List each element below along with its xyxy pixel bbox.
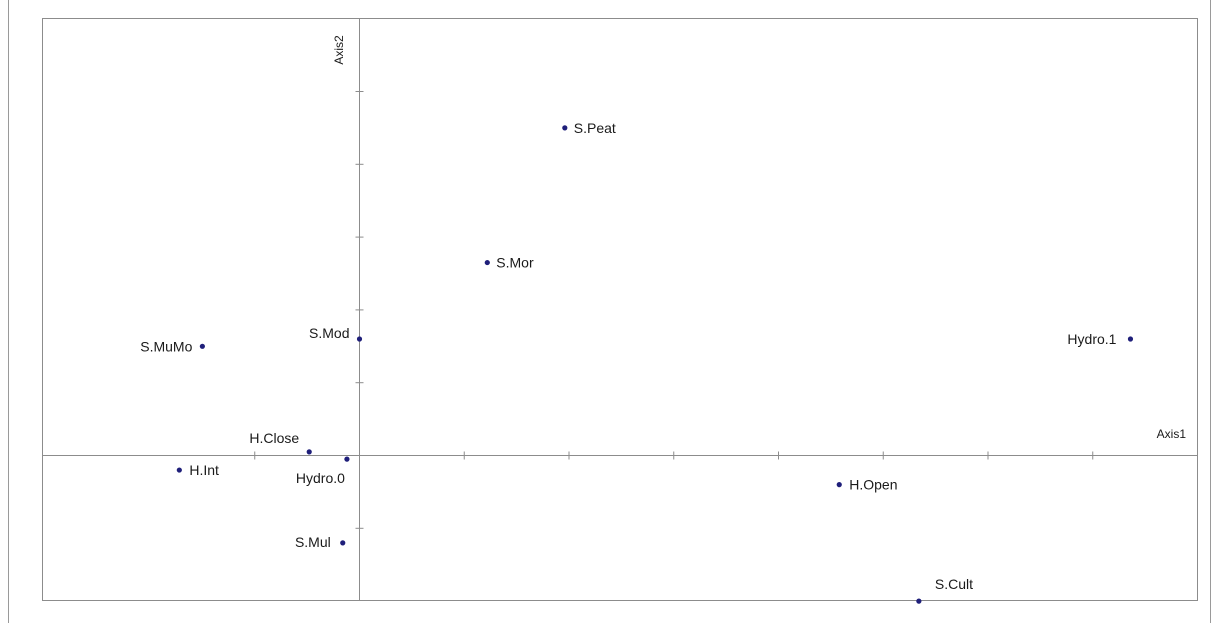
data-point: H.Int [176,462,219,478]
data-point: S.Cult [916,576,973,604]
point-marker [356,336,363,342]
point-label: S.Cult [935,576,973,592]
x-axis-ticks [254,451,1094,460]
point-label: H.Open [849,477,897,493]
data-point: Hydro.1 [1067,331,1134,347]
y-axis-ticks [355,91,364,529]
data-point: S.Mul [295,534,346,550]
point-label: H.Close [249,430,299,446]
x-axis-title: Axis1 [1157,427,1187,441]
point-marker [562,125,568,131]
data-point: H.Open [836,477,898,493]
point-label: H.Int [189,462,219,478]
point-marker [1127,336,1134,342]
data-point: S.Peat [562,120,616,136]
point-marker [340,540,346,546]
point-label: S.Peat [574,120,616,136]
data-point: Hydro.0 [296,456,350,486]
point-marker [836,482,842,488]
point-label: Hydro.1 [1067,331,1116,347]
data-point: H.Close [249,430,312,455]
point-label: S.Mor [496,255,534,271]
point-marker [484,259,490,266]
data-point: S.Mod [309,325,363,342]
point-marker [916,598,922,604]
point-label: Hydro.0 [296,470,345,486]
point-marker [199,343,205,349]
plot-area [42,18,1198,601]
data-point: S.MuMo [140,338,205,354]
point-label: S.Mod [309,325,349,341]
point-marker [306,449,312,455]
point-marker [344,456,350,462]
point-label: S.MuMo [140,338,192,354]
point-label: S.Mul [295,534,331,550]
data-point: S.Mor [484,255,534,271]
point-marker [176,467,182,473]
data-points: S.Peat S.Mor S.MuMo S.Mod Hydro.1 H.Close Hydr… [140,120,1134,604]
y-axis-title: Axis2 [332,35,346,65]
